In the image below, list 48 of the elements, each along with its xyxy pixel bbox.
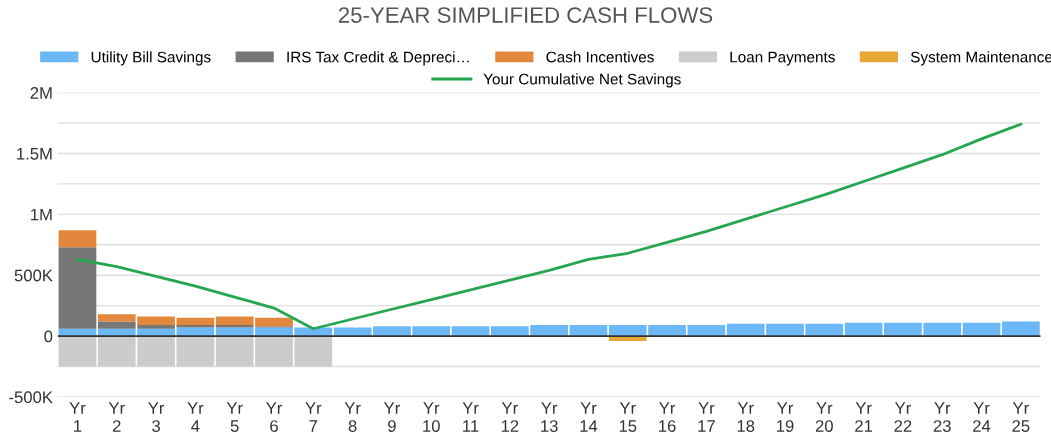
x-tick-label: Yr 1 [69, 402, 86, 432]
x-tick-label: Yr 11 [462, 402, 479, 432]
x-tick-label: Yr 15 [619, 402, 637, 432]
x-tick-label: Yr 10 [423, 402, 440, 432]
y-tick-label: 0 [44, 330, 53, 343]
y-tick-label: 1.5M [17, 148, 52, 160]
x-tick-label: Yr 17 [698, 402, 715, 432]
line-series [76, 122, 1023, 331]
x-tick-label: Yr 14 [580, 402, 598, 432]
x-tick-label: Yr 7 [305, 402, 322, 432]
x-tick-label: Yr 23 [933, 402, 951, 432]
bar [58, 336, 97, 367]
y-tick-label: 2M [30, 87, 52, 99]
legend-label: Utility Bill Savings [91, 51, 211, 66]
y-tick-label: 500K [14, 269, 53, 282]
x-tick-label: Yr 24 [973, 402, 991, 432]
x-tick-label: Yr 22 [894, 402, 912, 432]
bar [569, 325, 608, 337]
x-tick-label: Yr 12 [501, 402, 519, 432]
x-tick-label: Yr 5 [226, 402, 243, 432]
x-tick-label: Yr 21 [855, 402, 873, 432]
x-tick-label: Yr 13 [541, 402, 558, 432]
x-tick-label: Yr 19 [776, 402, 794, 432]
x-tick-label: Yr 20 [815, 402, 833, 432]
y-tick-label: 1M [31, 208, 52, 221]
legend-label: Loan Payments [730, 51, 835, 66]
bar [451, 326, 490, 337]
x-tick-label: Yr 4 [187, 402, 204, 432]
x-tick-label: Yr 18 [737, 402, 755, 432]
x-tick-label: Yr 6 [266, 402, 283, 432]
bar [176, 325, 215, 328]
y-tick-label: -500K [9, 391, 53, 404]
legend-label: IRS Tax Credit & Depreci… [287, 51, 469, 66]
bar [1001, 321, 1040, 337]
bar [176, 336, 215, 367]
bar [58, 247, 97, 329]
bar [58, 230, 97, 248]
chart-title: 25-YEAR SIMPLIFIED CASH FLOWS [338, 7, 713, 23]
legend-label: Cash Incentives [546, 51, 654, 63]
bar [176, 317, 215, 326]
bar [687, 325, 726, 337]
x-tick-label: Yr 2 [108, 402, 125, 432]
x-tick-label: Yr 16 [659, 402, 676, 432]
x-tick-label: Yr 3 [148, 402, 165, 432]
x-tick-label: Yr 8 [344, 402, 361, 432]
x-tick-label: Yr 25 [1012, 402, 1030, 432]
x-tick-label: Yr 9 [383, 402, 400, 432]
legend-label: Your Cumulative Net Savings [483, 73, 681, 88]
